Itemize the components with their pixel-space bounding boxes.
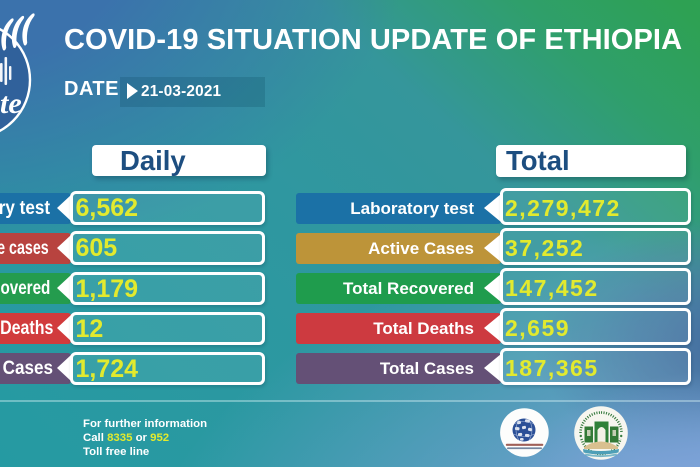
svg-text:te: te [0,87,22,120]
